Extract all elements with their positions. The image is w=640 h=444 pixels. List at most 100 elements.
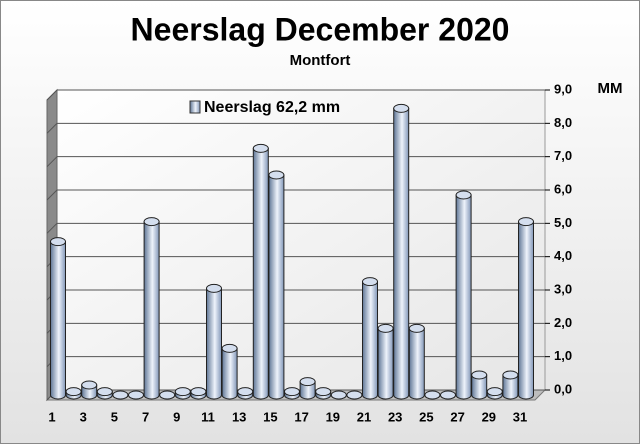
bar-body bbox=[268, 174, 285, 400]
x-tick-label: 5 bbox=[111, 409, 118, 424]
bar-top bbox=[252, 143, 269, 153]
x-tick-label: 29 bbox=[482, 409, 496, 424]
bar bbox=[268, 170, 285, 400]
bar-body bbox=[206, 287, 222, 400]
bar-top bbox=[502, 370, 519, 380]
y-tick-label: 8,0 bbox=[554, 115, 572, 130]
x-tick-label: 15 bbox=[263, 409, 277, 424]
bar-body bbox=[393, 107, 410, 400]
bar bbox=[393, 103, 410, 400]
bar-top bbox=[408, 323, 425, 333]
bar-top bbox=[143, 217, 160, 227]
bar-body bbox=[362, 281, 378, 400]
bar-top bbox=[268, 170, 285, 180]
bar-body bbox=[408, 327, 425, 400]
side-grid-line bbox=[46, 89, 58, 101]
bar-top bbox=[237, 387, 254, 397]
x-tick-label: 23 bbox=[388, 409, 402, 424]
bar bbox=[96, 387, 113, 400]
bar-top bbox=[128, 390, 144, 400]
bar bbox=[221, 343, 238, 400]
legend-swatch bbox=[189, 100, 201, 114]
bar-top bbox=[346, 390, 363, 400]
bar bbox=[346, 390, 363, 400]
x-tick-label: 1 bbox=[48, 409, 55, 424]
bar bbox=[408, 323, 425, 400]
bar bbox=[518, 217, 534, 400]
bar-body bbox=[221, 347, 238, 400]
bar bbox=[65, 387, 82, 400]
bar bbox=[486, 387, 503, 400]
bar bbox=[237, 387, 254, 400]
side-grid-line bbox=[46, 222, 58, 234]
bar-top bbox=[96, 387, 113, 397]
y-tick-label: 7,0 bbox=[554, 148, 572, 163]
bar-top bbox=[315, 387, 332, 397]
bar-body bbox=[252, 147, 269, 400]
bar bbox=[127, 390, 145, 400]
chart-subtitle: Montfort bbox=[290, 52, 351, 69]
bar bbox=[424, 390, 441, 400]
back-wall bbox=[56, 89, 546, 391]
bar-top bbox=[159, 390, 176, 400]
bar bbox=[284, 387, 300, 400]
side-grid-line bbox=[46, 189, 58, 201]
bar-top bbox=[362, 277, 378, 287]
bar bbox=[190, 387, 207, 400]
bar-top bbox=[471, 370, 488, 380]
bar bbox=[174, 387, 191, 400]
chart-title: Neerslag December 2020 bbox=[131, 11, 510, 47]
bar-top bbox=[455, 190, 472, 200]
bar-top bbox=[174, 387, 191, 397]
bar-body bbox=[299, 381, 316, 400]
bar bbox=[81, 380, 98, 400]
bar-top bbox=[50, 237, 66, 247]
bar bbox=[143, 217, 160, 400]
bar-body bbox=[455, 194, 472, 400]
x-tick-label: 31 bbox=[513, 409, 527, 424]
bar-top bbox=[81, 380, 98, 390]
y-tick-label: 2,0 bbox=[554, 315, 572, 330]
x-tick-label: 17 bbox=[294, 409, 308, 424]
x-tick-label: 25 bbox=[419, 409, 433, 424]
bar-top bbox=[65, 387, 82, 397]
y-tick-label: 9,0 bbox=[554, 81, 572, 96]
bar bbox=[502, 370, 519, 400]
bar-top bbox=[190, 387, 207, 397]
x-tick-label: 19 bbox=[326, 409, 340, 424]
y-tick-label: 0,0 bbox=[554, 381, 572, 396]
bar-top bbox=[112, 390, 129, 400]
x-tick-label: 11 bbox=[201, 409, 215, 424]
bar-top bbox=[377, 323, 394, 333]
x-tick-label: 9 bbox=[173, 409, 180, 424]
bar-top bbox=[284, 387, 300, 397]
bar-top bbox=[393, 103, 410, 113]
bar bbox=[299, 377, 316, 400]
bar-body bbox=[377, 327, 394, 400]
bar-body bbox=[502, 374, 519, 400]
x-tick-label: 13 bbox=[232, 409, 246, 424]
bar bbox=[377, 323, 394, 400]
legend-label: Neerslag 62,2 mm bbox=[204, 99, 340, 116]
bar bbox=[252, 143, 269, 400]
x-tick-label: 27 bbox=[450, 409, 464, 424]
y-tick-label: 6,0 bbox=[554, 181, 572, 196]
bar bbox=[439, 390, 457, 400]
bar-top bbox=[424, 390, 441, 400]
bar bbox=[471, 370, 488, 400]
bar bbox=[50, 237, 66, 400]
y-tick-label: 3,0 bbox=[554, 281, 572, 296]
y-tick-label: 4,0 bbox=[554, 248, 572, 263]
x-tick-label: 21 bbox=[357, 409, 371, 424]
x-tick-label: 7 bbox=[142, 409, 149, 424]
bar-top bbox=[486, 387, 503, 397]
bar-top bbox=[299, 377, 316, 387]
bar bbox=[315, 387, 332, 400]
x-tick-label: 3 bbox=[80, 409, 87, 424]
bar-top bbox=[518, 217, 534, 227]
bar-top bbox=[221, 343, 238, 353]
bar bbox=[206, 283, 222, 400]
side-grid-line bbox=[46, 156, 58, 168]
y-tick-label: 1,0 bbox=[554, 348, 572, 363]
